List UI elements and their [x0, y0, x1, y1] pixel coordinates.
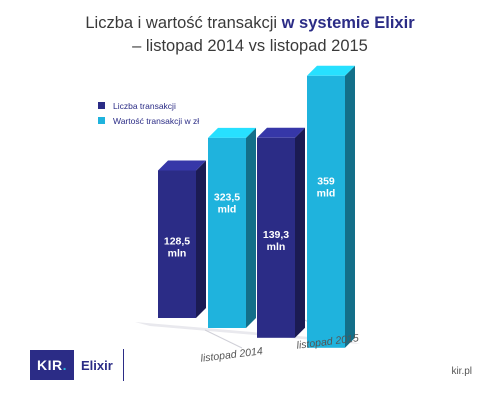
bar-front-face	[307, 75, 345, 348]
bar-side-face	[295, 127, 305, 338]
bar-side-face	[345, 65, 355, 348]
legend-label-count: Liczba transakcji	[113, 100, 176, 111]
bar-value-label: 359	[317, 176, 335, 188]
floor-shadow	[135, 322, 360, 344]
bar-front-face	[158, 170, 196, 318]
category-label: listopad 2014	[200, 345, 264, 365]
floor-line	[204, 329, 243, 349]
bar-value-label: 139,3	[263, 229, 289, 241]
legend-swatch-value	[98, 117, 105, 124]
bar-top-face	[208, 127, 256, 138]
bar-value-label: mln	[267, 241, 286, 253]
chart-legend: Liczba transakcji Wartość transakcji w z…	[98, 98, 199, 128]
elixir-logo-text: Elixir	[81, 357, 113, 373]
bar-side-face	[246, 127, 256, 328]
bar-value-label: mld	[218, 204, 237, 216]
bar-front-face	[208, 137, 246, 328]
legend-label-value: Wartość transakcji w zł	[113, 115, 200, 126]
bar-value-label: 128,5	[164, 235, 190, 247]
bar-value-label: 323,5	[214, 192, 240, 204]
bar-top-face	[158, 160, 206, 171]
site-url: kir.pl	[451, 366, 472, 377]
legend-item-value: Wartość transakcji w zł	[98, 113, 199, 128]
bar-front-face	[257, 137, 295, 338]
category-label: listopad 2015	[296, 332, 360, 352]
bar-top-face	[257, 127, 305, 138]
title-line-1: Liczba i wartość transakcji w systemie E…	[0, 12, 500, 35]
kir-logo: KIR.	[30, 350, 74, 380]
logo-divider	[122, 349, 124, 381]
kir-elixir-logo: KIR. Elixir	[30, 349, 124, 381]
legend-item-count: Liczba transakcji	[98, 98, 199, 113]
title-line-2: – listopad 2014 vs listopad 2015	[132, 37, 368, 55]
title-highlight: w systemie Elixir	[281, 14, 415, 32]
bar-side-face	[196, 160, 206, 318]
title-text: Liczba i wartość transakcji	[85, 14, 282, 32]
bar-top-face	[307, 65, 355, 76]
bar-value-label: mln	[168, 247, 187, 259]
bar-value-label: mld	[317, 188, 336, 200]
legend-swatch-count	[98, 102, 105, 109]
chart-title: Liczba i wartość transakcji w systemie E…	[0, 12, 500, 58]
